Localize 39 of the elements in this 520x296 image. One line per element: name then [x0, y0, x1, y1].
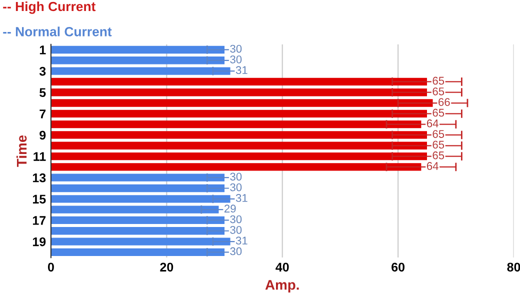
data-label: 65 [432, 151, 444, 160]
y-axis-title: Time [16, 135, 27, 167]
data-label: 31 [236, 194, 248, 202]
y-tick-label: 7 [40, 110, 46, 118]
data-label: 64 [426, 162, 438, 170]
y-tick-label: 15 [32, 194, 46, 204]
data-label: 31 [236, 236, 248, 245]
y-tick-label: 5 [40, 88, 46, 98]
x-tick-label: 40 [276, 262, 289, 272]
y-tick-label: 1 [40, 46, 46, 54]
x-tick-label: 20 [160, 262, 174, 272]
y-tick-label: 17 [32, 216, 46, 225]
data-label: 66 [438, 98, 450, 106]
y-tick-label: 11 [34, 152, 46, 161]
data-label: 65 [432, 87, 444, 96]
y-tick-label: 3 [39, 66, 46, 76]
data-label: 64 [426, 119, 438, 128]
y-tick-label: 13 [32, 173, 46, 182]
data-label: 30 [230, 56, 242, 64]
x-tick-label: 80 [507, 262, 520, 272]
data-label: 31 [236, 66, 248, 74]
data-label: 65 [432, 108, 444, 117]
data-label: 30 [230, 172, 242, 181]
y-tick-label: 19 [32, 237, 46, 246]
data-label: 65 [432, 76, 444, 85]
x-axis-title: Amp. [265, 280, 299, 293]
x-tick-label: 0 [48, 262, 54, 272]
data-label: 29 [224, 204, 236, 213]
data-label: 30 [230, 183, 242, 192]
data-label: 30 [230, 215, 242, 224]
x-tick-label: 60 [392, 262, 404, 272]
text: -- High Current [3, 1, 96, 14]
data-label: 30 [230, 247, 242, 256]
series-label: -- Normal Current [3, 26, 112, 36]
data-label: 30 [230, 44, 242, 53]
data-label: 30 [230, 226, 242, 234]
data-label: 65 [432, 140, 444, 149]
y-tick-label: 9 [40, 130, 46, 140]
data-label: 65 [432, 130, 444, 138]
